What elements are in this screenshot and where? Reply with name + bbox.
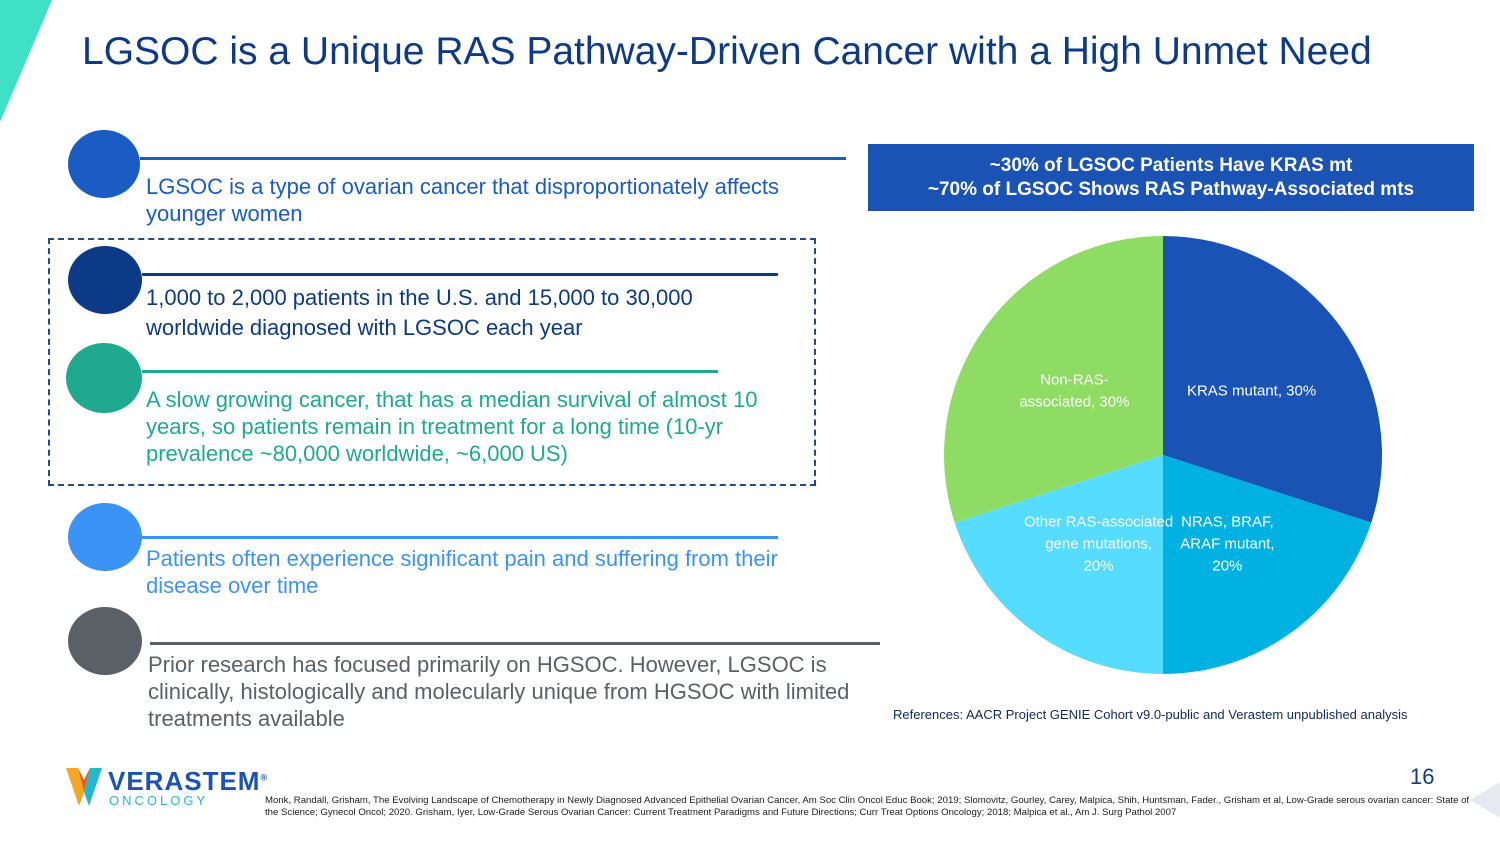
page-number: 16 <box>1410 764 1435 789</box>
bullet-1-divider <box>140 157 846 160</box>
kras-summary-banner: ~30% of LGSOC Patients Have KRAS mt ~70%… <box>868 144 1474 211</box>
bullet-2-divider <box>142 273 778 276</box>
bullet-1-text: LGSOC is a type of ovarian cancer that d… <box>146 174 780 226</box>
bullet-2-circle <box>68 246 142 314</box>
references-note: References: AACR Project GENIE Cohort v9… <box>893 707 1408 722</box>
highlight-box <box>48 238 816 486</box>
logo-wordmark: VERASTEM® <box>108 766 269 796</box>
bullet-5-circle <box>68 607 142 675</box>
ras-mutation-pie-chart: KRAS mutant, 30% NRAS, BRAF, ARAF mutant, 2… <box>944 236 1382 674</box>
pie-label-2: NRAS, BRAF, ARAF mutant, 20% <box>1180 514 1274 575</box>
bullet-4-circle <box>68 503 142 571</box>
bullet-2-text: 1,000 to 2,000 patients in the U.S. and … <box>146 285 693 340</box>
logo-subtitle: ONCOLOGY <box>109 793 209 808</box>
bullet-5-text: Prior research has focused primarily on … <box>148 652 850 731</box>
pie-slice-kras-mutant <box>1163 236 1382 523</box>
bullet-3-text: A slow growing cancer, that has a median… <box>146 387 758 466</box>
pie-slice-other-ras-associated-gene-mutations <box>954 455 1163 674</box>
pie-label-1: KRAS mutant, 30% <box>1187 383 1316 400</box>
bullet-5-divider <box>150 642 880 645</box>
bullet-1-circle <box>68 130 140 198</box>
bullet-4-text: Patients often experience significant pa… <box>146 546 778 598</box>
logo-trademark: ® <box>260 772 269 783</box>
corner-accent-shape <box>0 0 52 122</box>
corner-arrow-shape <box>1470 782 1500 818</box>
bullet-3-divider <box>142 370 718 373</box>
bullet-4-divider <box>142 536 778 539</box>
pie-label-4: Non-RAS-associated, 30% <box>1019 372 1129 411</box>
footnote-citations: Monk, Randall, Grisham, The Evolving Lan… <box>265 795 1470 818</box>
pie-slice-non-ras-associated <box>944 236 1163 523</box>
slide-title: LGSOC is a Unique RAS Pathway-Driven Can… <box>82 30 1372 73</box>
banner-line-1: ~30% of LGSOC Patients Have KRAS mt <box>989 155 1353 176</box>
pie-label-3: Other RAS-associated gene mutations, 20% <box>1024 514 1173 575</box>
verastem-logo-mark <box>66 768 102 806</box>
bullet-3-circle <box>66 343 142 413</box>
pie-slice-nras-braf-araf-mutant <box>1163 455 1372 674</box>
banner-line-2: ~70% of LGSOC Shows RAS Pathway-Associat… <box>927 179 1415 200</box>
